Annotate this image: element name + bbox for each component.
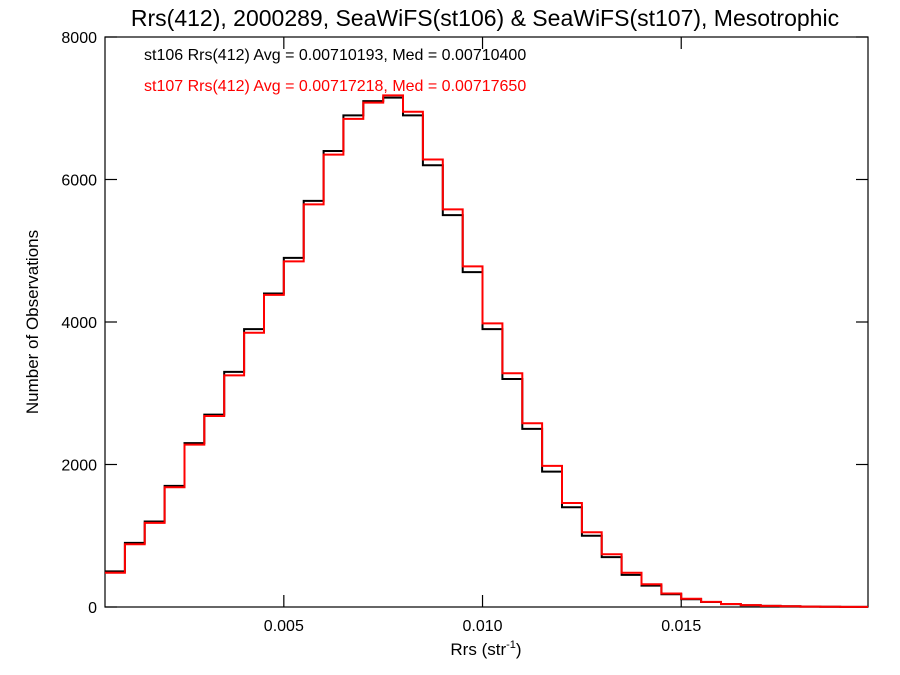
y-axis-label: Number of Observations xyxy=(23,230,42,414)
y-tick-label: 4000 xyxy=(61,315,97,332)
x-axis-label-superscript: -1 xyxy=(506,639,516,651)
x-axis-label: Rrs (str-1) xyxy=(450,639,521,659)
series-line-st106 xyxy=(105,96,868,608)
y-tick-label: 6000 xyxy=(61,173,97,190)
x-axis-label-close: ) xyxy=(516,640,522,659)
y-tick-label: 8000 xyxy=(61,30,97,47)
x-tick-label: 0.010 xyxy=(463,618,503,635)
x-axis-label-main: Rrs (str xyxy=(450,640,506,659)
x-tick-label: 0.005 xyxy=(264,618,304,635)
legend-entry-st107: st107 Rrs(412) Avg = 0.00717218, Med = 0… xyxy=(144,78,526,95)
y-axis: 0 2000 4000 6000 8000 xyxy=(61,30,868,617)
legend-entry-st106: st106 Rrs(412) Avg = 0.00710193, Med = 0… xyxy=(144,47,526,64)
x-tick-label: 0.015 xyxy=(661,618,701,635)
legend: st106 Rrs(412) Avg = 0.00710193, Med = 0… xyxy=(144,47,526,95)
chart-title: Rrs(412), 2000289, SeaWiFS(st106) & SeaW… xyxy=(131,5,839,31)
y-tick-label: 2000 xyxy=(61,458,97,475)
x-axis: 0.005 0.010 0.015 xyxy=(264,37,701,635)
plot-frame xyxy=(104,36,869,608)
y-tick-label: 0 xyxy=(88,600,97,617)
series-layer xyxy=(105,94,868,608)
series-line-st107 xyxy=(105,94,868,608)
